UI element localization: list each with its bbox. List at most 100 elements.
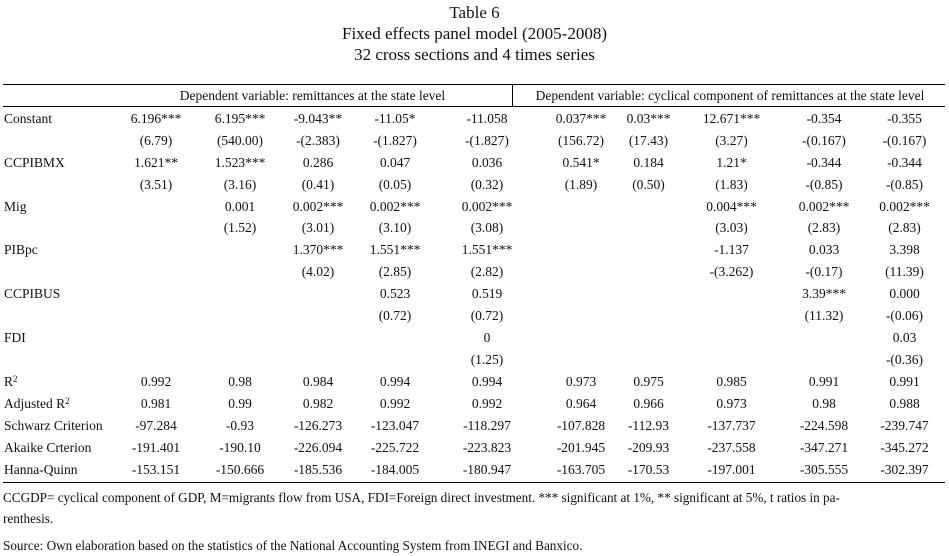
- table-row: PIBpc 1.370*** 1.551*** 1.551*** -1.137 0.033…: [3, 239, 947, 261]
- table-cell: (1.25): [470, 351, 504, 367]
- table-cell: [677, 305, 786, 327]
- table-cell: (3.03): [715, 220, 748, 236]
- table-cell: [620, 349, 677, 371]
- table-cell: -11.058: [466, 110, 508, 126]
- table-cell: (0.41): [301, 176, 335, 192]
- table-cell: [542, 349, 620, 371]
- notes-line-2: renthesis.: [3, 511, 54, 526]
- table-cell: -0.355: [887, 110, 922, 126]
- table-cell: [278, 349, 358, 371]
- table-cell: -137.737: [707, 417, 756, 433]
- table-cell: [202, 305, 278, 327]
- table-cell: [542, 327, 620, 349]
- table-cell: -0.344: [887, 154, 922, 170]
- table-cell: -(0.17): [805, 264, 843, 280]
- table-row: Schwarz Criterion -97.284 -0.93 -126.273 -12…: [3, 415, 947, 437]
- table-cell: 0.991: [808, 373, 840, 389]
- table-cell: (0.05): [378, 176, 412, 192]
- table-row: FDI 0 0.03: [3, 327, 947, 349]
- table-cell: 12.671***: [702, 110, 761, 126]
- table-cell: 0.523: [379, 286, 411, 302]
- row-label: R2: [3, 371, 110, 393]
- table-cell: (0.72): [470, 307, 504, 323]
- row-label: PIBpc: [3, 239, 110, 261]
- table-cell: 3.398: [889, 242, 920, 258]
- table-cell: [677, 349, 786, 371]
- table-cell: 0.286: [302, 154, 334, 170]
- table-cell: -226.094: [293, 439, 343, 455]
- table-cell: 0.002***: [292, 198, 344, 214]
- table-cell: [110, 239, 202, 261]
- table-cell: [110, 305, 202, 327]
- table-cell: 1.621**: [134, 154, 178, 170]
- row-label-text: CCPIBUS: [4, 286, 61, 302]
- table-cell: [278, 305, 358, 327]
- table-cell: 3.39***: [802, 286, 846, 302]
- row-label: [3, 217, 110, 239]
- table-cell: (3.01): [301, 220, 335, 236]
- table-cell: (2.83): [807, 220, 841, 236]
- table-cell: (3.51): [139, 176, 173, 192]
- table-cell: 0.047: [379, 154, 411, 170]
- table-cell: [677, 327, 786, 349]
- table-row: Constant 6.196*** 6.195*** -9.043** -11.05* -…: [3, 108, 947, 130]
- table-cell: (3.16): [223, 176, 257, 192]
- table-cell: -(0.167): [882, 132, 927, 148]
- table-cell: (2.82): [470, 264, 504, 280]
- table-cell: [542, 217, 620, 239]
- table-cell: [677, 283, 786, 305]
- table-cell: [278, 283, 358, 305]
- row-label-text: R: [4, 373, 14, 389]
- table-cell: 0.002***: [461, 198, 513, 214]
- table-cell: 0.541*: [562, 154, 600, 170]
- table-cell: 1.551***: [369, 242, 421, 258]
- table-cell: [620, 327, 677, 349]
- regression-table: Constant 6.196*** 6.195*** -9.043** -11.05* -…: [3, 108, 947, 481]
- row-label-text: FDI: [4, 329, 26, 345]
- row-label-text: PIBpc: [4, 242, 38, 258]
- row-label-superscript: 2: [13, 373, 18, 384]
- row-label-text: Adjusted R: [4, 395, 66, 411]
- table-cell: 1.21*: [716, 154, 747, 170]
- table-cell: [620, 305, 677, 327]
- row-label: Constant: [3, 108, 110, 130]
- row-label: [3, 305, 110, 327]
- table-cell: (3.10): [378, 220, 412, 236]
- table-cell: -239.747: [880, 417, 929, 433]
- table-cell: (3.08): [470, 220, 504, 236]
- table-cell: -107.828: [556, 417, 606, 433]
- table-cell: (0.50): [632, 176, 665, 192]
- table-title-block: Table 6 Fixed effects panel model (2005-…: [0, 2, 949, 65]
- table-cell: -305.555: [799, 461, 849, 477]
- table-cell: -(3.262): [709, 264, 754, 280]
- row-label: [3, 261, 110, 283]
- table-cell: [620, 196, 677, 218]
- table-cell: (2.83): [888, 220, 921, 236]
- table-cell: -(0.06): [885, 307, 924, 323]
- table-cell: -180.947: [462, 461, 512, 477]
- table-cell: [110, 217, 202, 239]
- table-row: Adjusted R2 0.981 0.99 0.982 0.992 0.992 0.964…: [3, 393, 947, 415]
- table-cell: -191.401: [131, 439, 181, 455]
- row-label: Mig: [3, 196, 110, 218]
- table-cell: -112.93: [627, 417, 670, 433]
- table-cell: [542, 261, 620, 283]
- table-cell: 0.98: [228, 373, 252, 389]
- row-label-text: Akaike Crterion: [4, 439, 92, 455]
- table-cell: 6.195***: [214, 110, 266, 126]
- table-cell: 0.004***: [706, 198, 757, 214]
- table-cell: [620, 239, 677, 261]
- table-cell: -302.397: [880, 461, 929, 477]
- row-label: CCPIBUS: [3, 283, 110, 305]
- table-cell: 0.184: [633, 154, 664, 170]
- table-row: Hanna-Quinn -153.151 -150.666 -185.536 -184.…: [3, 459, 947, 481]
- table-cell: 0.994: [471, 373, 503, 389]
- table-row: CCPIBUS 0.523 0.519 3.39*** 0.000: [3, 283, 947, 305]
- row-label: Akaike Crterion: [3, 437, 110, 459]
- table-cell: [202, 327, 278, 349]
- row-label: CCPIBMX: [3, 152, 110, 174]
- table-cell: [542, 239, 620, 261]
- table-cell: -0.93: [225, 417, 255, 433]
- table-cell: -(0.85): [885, 176, 924, 192]
- table-cell: 1.551***: [461, 242, 513, 258]
